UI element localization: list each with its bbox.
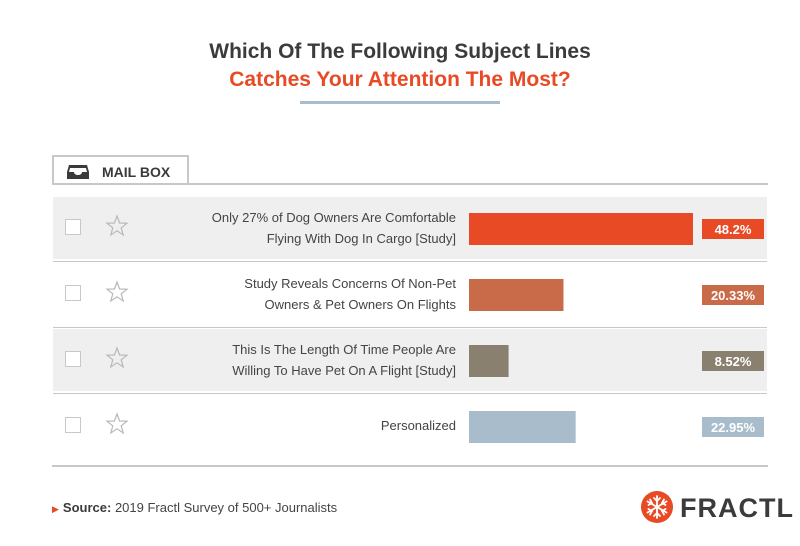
- value-label-bg: [702, 351, 764, 371]
- bar-2: [469, 279, 564, 311]
- mail-row-3[interactable]: This Is The Length Of Time People Are Wi…: [53, 329, 767, 391]
- subject-line: Only 27% of Dog Owners Are Comfortable F…: [126, 207, 456, 249]
- row-checkbox[interactable]: [65, 285, 81, 301]
- inbox-tray-icon: [67, 165, 89, 179]
- value-label-bg: [702, 219, 764, 239]
- source-text: 2019 Fractl Survey of 500+ Journalists: [114, 500, 338, 515]
- bar-1: [469, 213, 693, 245]
- row-divider: [53, 261, 767, 262]
- mailbox-top-rule: [52, 183, 768, 185]
- mailbox-bottom-rule: [52, 465, 768, 467]
- star-icon[interactable]: [105, 280, 129, 304]
- value-label: 8.52%: [715, 354, 752, 369]
- chart-title-line1: Which Of The Following Subject Lines: [209, 40, 591, 63]
- snowflake-logo-icon: [641, 491, 673, 523]
- logo-text: FRACTL: [680, 493, 794, 523]
- value-label: 48.2%: [715, 222, 752, 237]
- mail-row-4[interactable]: Personalized: [53, 395, 767, 457]
- subject-line-text: Owners & Pet Owners On Flights: [264, 297, 456, 312]
- row-checkbox[interactable]: [65, 219, 81, 235]
- subject-line-text: This Is The Length Of Time People Are: [232, 342, 456, 357]
- row-checkbox[interactable]: [65, 351, 81, 367]
- mailbox-tab[interactable]: MAIL BOX: [52, 155, 189, 184]
- subject-line-text: Personalized: [380, 418, 456, 433]
- source-note: ▶ Source: 2019 Fractl Survey of 500+ Jour…: [52, 500, 337, 515]
- value-label: 22.95%: [711, 420, 756, 435]
- value-label: 20.33%: [711, 288, 756, 303]
- row-divider: [53, 393, 767, 394]
- subject-line-text: Only 27% of Dog Owners Are Comfortable: [211, 210, 456, 225]
- star-icon[interactable]: [105, 412, 129, 436]
- mail-row-2[interactable]: Study Reveals Concerns Of Non-Pet Owners…: [53, 263, 767, 325]
- chart-title-line2: Catches Your Attention The Most?: [229, 68, 571, 91]
- subject-line-text: Willing To Have Pet On A Flight [Study]: [232, 363, 456, 378]
- mailbox-label: MAIL BOX: [102, 164, 171, 180]
- value-label-bg: [702, 417, 764, 437]
- subject-line: Personalized: [126, 415, 456, 436]
- bar-3: [469, 345, 509, 377]
- source-label: Source:: [62, 500, 112, 515]
- title-underline: [300, 101, 500, 104]
- subject-line: Study Reveals Concerns Of Non-Pet Owners…: [126, 273, 456, 315]
- subject-line: This Is The Length Of Time People Are Wi…: [126, 339, 456, 381]
- bar-4: [469, 411, 576, 443]
- value-label-bg: [702, 285, 764, 305]
- row-divider: [53, 327, 767, 328]
- star-icon[interactable]: [105, 346, 129, 370]
- row-checkbox[interactable]: [65, 417, 81, 433]
- subject-line-text: Flying With Dog In Cargo [Study]: [266, 231, 456, 246]
- star-icon[interactable]: [105, 214, 129, 238]
- caret-right-icon: ▶: [52, 504, 59, 514]
- subject-line-text: Study Reveals Concerns Of Non-Pet: [244, 276, 456, 291]
